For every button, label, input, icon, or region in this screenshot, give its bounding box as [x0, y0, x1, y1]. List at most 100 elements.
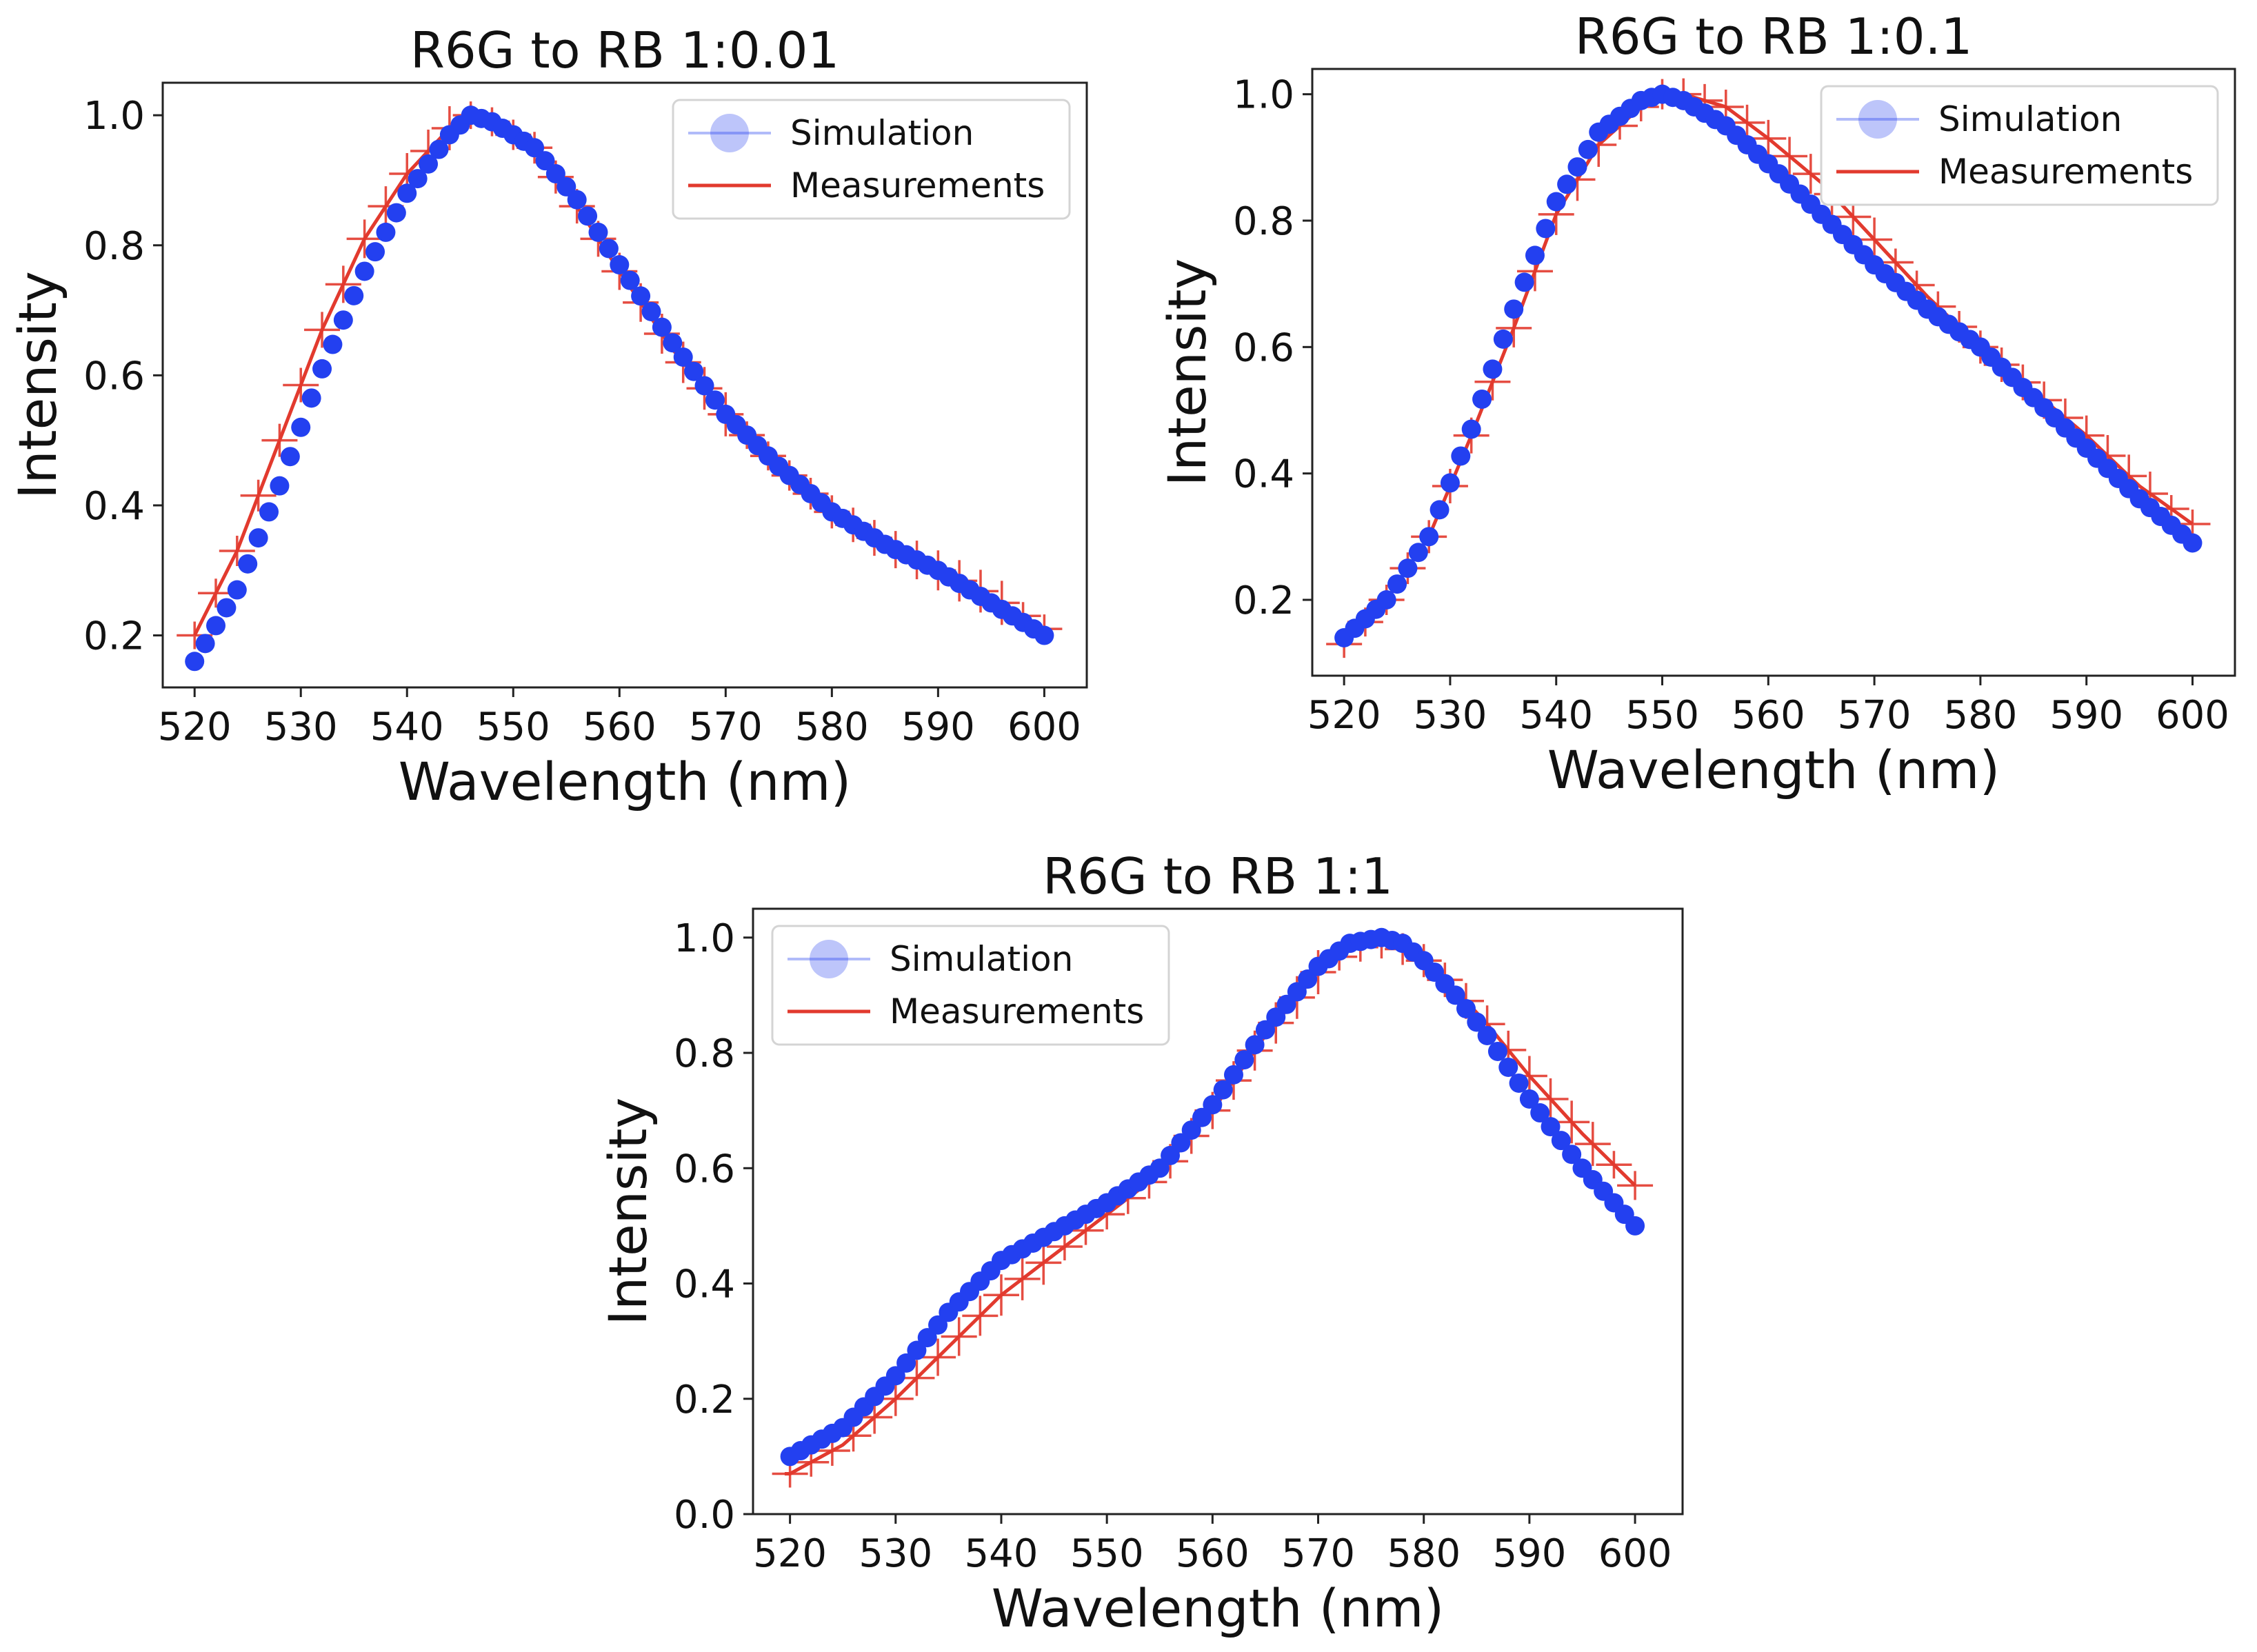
measurement-errorbar — [283, 367, 319, 403]
y-tick-label: 0.8 — [83, 224, 145, 269]
legend-measurements-label: Measurements — [790, 165, 1045, 205]
legend-simulation-marker — [1858, 100, 1897, 139]
x-tick-label: 540 — [370, 705, 444, 749]
legend: Simulation Measurements — [771, 925, 1170, 1046]
simulation-point — [545, 164, 565, 184]
chart-panel-2: R6G to RB 1:0.1 520 530 540 550 560 570 580 590 6… — [1156, 8, 2236, 800]
x-tick-label: 590 — [2049, 693, 2123, 738]
simulation-point — [354, 261, 374, 281]
simulation-point — [907, 1340, 927, 1360]
x-tick-label: 520 — [1307, 693, 1381, 738]
simulation-point — [1557, 174, 1577, 194]
x-tick-label: 600 — [2156, 693, 2229, 738]
simulation-point — [1171, 1133, 1191, 1153]
simulation-point — [673, 347, 693, 367]
simulation-point — [1398, 558, 1418, 578]
simulation-point — [525, 138, 545, 158]
legend-measurements-label: Measurements — [1938, 152, 2193, 192]
measurement-errorbar — [1750, 119, 1787, 157]
legend-simulation-label: Simulation — [1938, 99, 2122, 139]
simulation-point — [365, 242, 385, 262]
simulation-point — [599, 239, 619, 259]
simulation-point — [1525, 245, 1545, 265]
simulation-point — [1578, 139, 1598, 159]
x-tick-label: 580 — [1943, 693, 2017, 738]
y-tick-label: 0.4 — [1233, 452, 1294, 497]
simulation-point — [301, 388, 321, 408]
simulation-point — [1551, 1131, 1571, 1151]
x-tick-label: 550 — [1625, 693, 1699, 738]
simulation-point — [1504, 299, 1524, 319]
measurement-errorbar — [1596, 1151, 1632, 1179]
simulation-point — [641, 301, 661, 321]
plot-frame — [752, 907, 1684, 1515]
y-tick-label: 0.2 — [83, 614, 145, 659]
simulation-point — [1472, 389, 1492, 409]
measurement-errorbar — [1025, 1240, 1062, 1285]
simulation-point — [1625, 1216, 1645, 1236]
simulation-point — [1546, 192, 1566, 212]
simulation-point — [896, 1353, 916, 1373]
simulation-point — [917, 1328, 937, 1348]
measurement-errorbar — [1574, 1122, 1611, 1167]
legend-simulation-label: Simulation — [890, 939, 1073, 979]
legend-box — [771, 925, 1170, 1046]
simulation-point — [419, 154, 439, 174]
measurement-errorbar — [240, 479, 277, 512]
y-tick-label: 0.4 — [83, 484, 145, 529]
simulation-point — [535, 151, 555, 171]
y-tick-label: 0.0 — [674, 1493, 735, 1538]
measurement-errorbar — [1772, 137, 1808, 176]
simulation-point — [1498, 1057, 1518, 1077]
x-tick-label: 570 — [1838, 693, 1912, 738]
legend-measurements-label: Measurements — [890, 991, 1144, 1031]
chart-title: R6G to RB 1:1 — [1043, 847, 1393, 905]
simulation-point — [1223, 1065, 1243, 1085]
x-tick-label: 600 — [1007, 705, 1081, 749]
y-tick-label: 0.8 — [1233, 199, 1294, 244]
x-axis-label: Wavelength (nm) — [399, 751, 852, 812]
x-tick-label: 560 — [1176, 1531, 1250, 1576]
simulation-point — [1483, 359, 1503, 379]
legend-simulation-marker — [710, 114, 749, 152]
simulation-point — [567, 190, 587, 210]
x-tick-label: 540 — [1519, 693, 1593, 738]
measurement-errorbar — [1046, 1233, 1083, 1261]
measurement-errorbar — [941, 1317, 977, 1356]
chart-panel-1: R6G to RB 1:0.01 520 530 540 550 560 570 580 590… — [7, 21, 1088, 812]
measurement-errorbar — [1729, 104, 1765, 141]
simulation-point — [1477, 1025, 1497, 1045]
simulation-point — [344, 285, 364, 305]
x-tick-label: 580 — [1387, 1531, 1461, 1576]
y-tick-label: 0.2 — [1233, 578, 1294, 623]
simulation-point — [1461, 419, 1481, 439]
simulation-point — [1562, 1145, 1582, 1165]
simulation-point — [259, 502, 279, 522]
simulation-point — [1234, 1050, 1254, 1070]
x-tick-label: 520 — [158, 705, 232, 749]
measurement-errorbar — [920, 1338, 956, 1376]
simulation-point — [1487, 1041, 1507, 1061]
simulation-point — [1440, 473, 1460, 493]
simulation-point — [652, 317, 672, 337]
simulation-point — [1276, 994, 1296, 1014]
simulation-point — [1445, 985, 1465, 1005]
simulation-point — [1181, 1120, 1201, 1140]
legend: Simulation Measurements — [672, 99, 1071, 220]
x-tick-label: 580 — [795, 705, 869, 749]
simulation-point — [397, 183, 417, 203]
simulation-point — [1203, 1095, 1223, 1115]
x-axis-label: Wavelength (nm) — [992, 1578, 1445, 1639]
simulation-point — [1530, 1103, 1550, 1123]
y-tick-label: 1.0 — [674, 916, 735, 961]
x-axis-label: Wavelength (nm) — [1547, 739, 2000, 800]
simulation-point — [1467, 1012, 1487, 1032]
legend-simulation-marker — [810, 940, 848, 978]
simulation-point — [1287, 982, 1307, 1002]
x-tick-label: 570 — [689, 705, 763, 749]
legend-box — [1820, 85, 2219, 206]
simulation-point — [1161, 1145, 1181, 1165]
measurement-errorbar — [962, 1296, 999, 1336]
x-tick-label: 530 — [1413, 693, 1487, 738]
